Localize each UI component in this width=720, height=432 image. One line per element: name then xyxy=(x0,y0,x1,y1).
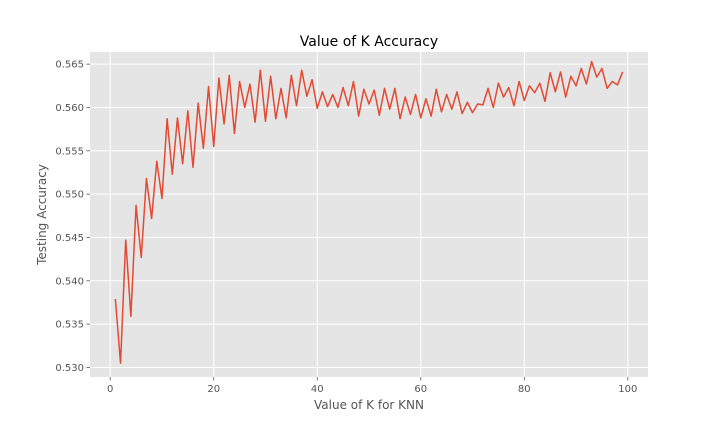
x-tick-label: 0 xyxy=(107,384,113,395)
chart-title: Value of K Accuracy xyxy=(300,34,438,50)
x-tick-label: 80 xyxy=(518,384,531,395)
y-tick-label: 0.560 xyxy=(55,103,84,114)
y-tick-label: 0.530 xyxy=(55,363,84,374)
x-tick-label: 20 xyxy=(207,384,220,395)
x-axis-label: Value of K for KNN xyxy=(314,398,424,412)
x-tick-label: 60 xyxy=(414,384,427,395)
plot-area-background xyxy=(90,52,648,377)
y-ticks: 0.530 0.535 0.540 0.545 0.550 0.555 0.560 0.565 xyxy=(55,60,90,374)
x-tick-label: 40 xyxy=(311,384,324,395)
y-tick-label: 0.545 xyxy=(55,233,84,244)
y-axis-label: Testing Accuracy xyxy=(35,164,49,266)
grid-horizontal xyxy=(90,63,648,368)
series-line xyxy=(114,60,624,364)
y-tick-label: 0.555 xyxy=(55,146,84,157)
y-tick-label: 0.550 xyxy=(55,190,84,201)
x-ticks: 0 20 40 60 80 100 xyxy=(107,377,637,395)
y-tick-label: 0.535 xyxy=(55,320,84,331)
x-tick-label: 100 xyxy=(618,384,637,395)
y-tick-label: 0.540 xyxy=(55,276,84,287)
y-tick-label: 0.565 xyxy=(55,60,84,71)
